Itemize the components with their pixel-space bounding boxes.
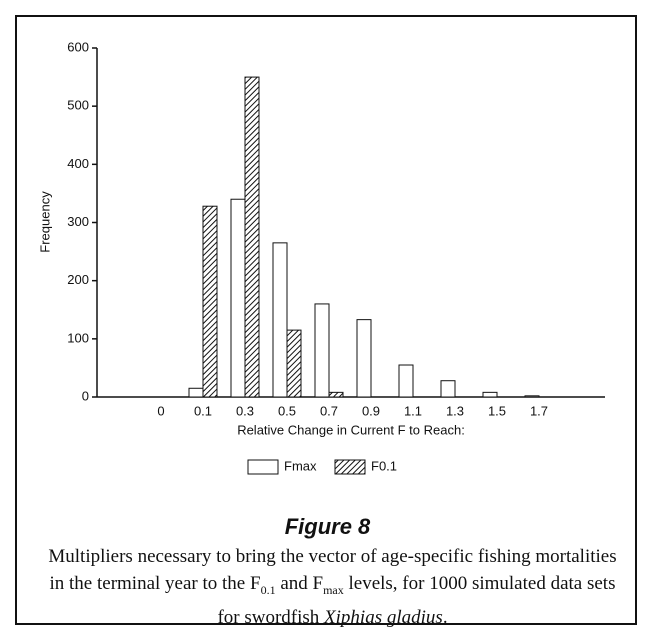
- y-tick-label: 400: [67, 156, 89, 171]
- legend-label: F0.1: [371, 458, 397, 473]
- x-tick-label: 0.1: [194, 403, 212, 418]
- caption-text: .: [442, 606, 448, 628]
- legend-label: Fmax: [284, 458, 317, 473]
- y-axis-label: Frequency: [37, 191, 52, 253]
- caption-text: and F: [275, 573, 324, 594]
- x-tick-label: 1.5: [488, 403, 506, 418]
- y-tick-label: 600: [67, 39, 89, 54]
- bar: [524, 395, 540, 398]
- x-tick-label: 0.5: [278, 403, 296, 418]
- x-tick-label: 0: [157, 403, 164, 418]
- figure-label: Figure 8: [284, 514, 371, 539]
- y-tick-label: 100: [67, 330, 89, 345]
- y-tick-label: 0: [82, 388, 89, 403]
- bar: [398, 364, 414, 398]
- caption-species: Xiphias gladius: [324, 606, 443, 628]
- x-axis-label: Relative Change in Current F to Reach:: [237, 422, 465, 437]
- chart: Frequency Relative Change in Current F t…: [37, 39, 605, 475]
- x-tick-label: 0.9: [362, 403, 380, 418]
- y-tick-label: 200: [67, 272, 89, 287]
- x-tick-label: 0.7: [320, 403, 338, 418]
- figure-frame: [15, 15, 637, 625]
- bar: [440, 380, 456, 398]
- x-tick-label: 1.1: [404, 403, 422, 418]
- bar: [230, 198, 246, 398]
- caption-subscript: 0.1: [260, 582, 276, 597]
- bar: [482, 391, 498, 398]
- x-tick-label: 0.3: [236, 403, 254, 418]
- bar: [272, 242, 288, 398]
- bar: [356, 319, 372, 398]
- bar: [314, 303, 330, 398]
- caption-subscript: max: [323, 582, 344, 597]
- y-tick-label: 300: [67, 214, 89, 229]
- x-tick-label: 1.3: [446, 403, 464, 418]
- bar: [202, 205, 218, 398]
- bar: [244, 76, 260, 398]
- caption-text: levels, for 1000 simulated data sets for…: [217, 573, 616, 628]
- bar: [328, 391, 344, 398]
- figure-caption: Multipliers necessary to bring the vecto…: [40, 543, 625, 631]
- x-tick-label: 1.7: [530, 403, 548, 418]
- legend-swatch: [247, 459, 279, 475]
- legend-swatch: [334, 459, 366, 475]
- bar: [188, 387, 204, 398]
- caption-text: Multipliers necessary to bring the vecto…: [48, 546, 617, 594]
- y-tick-label: 500: [67, 98, 89, 113]
- bar: [286, 329, 302, 398]
